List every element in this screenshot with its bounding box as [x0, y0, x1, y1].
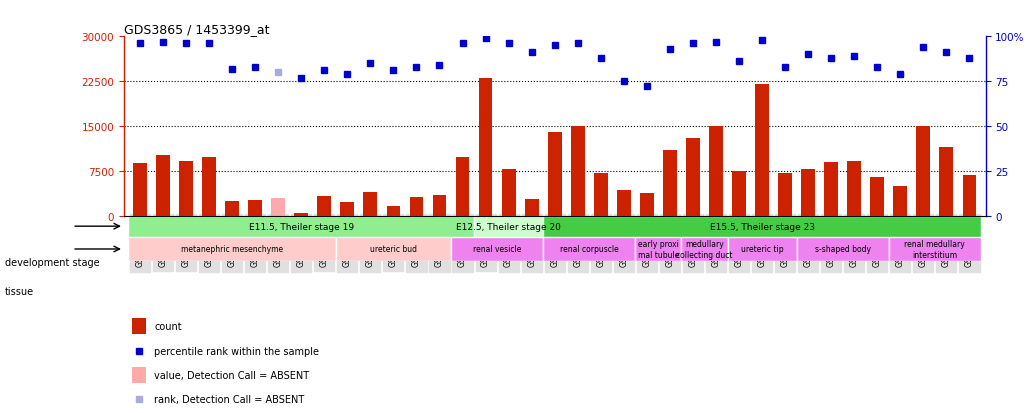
Bar: [686, 138, 700, 216]
Text: E15.5, Theiler stage 23: E15.5, Theiler stage 23: [710, 222, 814, 231]
Bar: [870, 177, 884, 216]
Bar: [728, 237, 797, 261]
Text: GDS3865 / 1453399_at: GDS3865 / 1453399_at: [124, 23, 269, 36]
Bar: [341, 202, 354, 216]
Text: early proxi
mal tubule: early proxi mal tubule: [638, 240, 679, 259]
Bar: [225, 202, 239, 216]
Bar: [180, 161, 193, 216]
Bar: [479, 79, 492, 216]
Bar: [963, 176, 976, 216]
Text: count: count: [154, 321, 182, 331]
Text: ureteric tip: ureteric tip: [741, 245, 783, 254]
Text: renal vesicle: renal vesicle: [473, 245, 521, 254]
Bar: [755, 85, 769, 216]
Bar: [617, 191, 631, 216]
Bar: [640, 193, 654, 216]
Bar: [593, 173, 608, 216]
Bar: [778, 173, 792, 216]
Bar: [797, 237, 889, 261]
Bar: [132, 367, 147, 383]
Bar: [318, 197, 331, 216]
Bar: [916, 127, 930, 216]
Text: tissue: tissue: [5, 286, 34, 296]
Bar: [894, 186, 907, 216]
Bar: [889, 237, 981, 261]
Bar: [681, 237, 728, 261]
Bar: [939, 147, 954, 216]
Text: E11.5, Theiler stage 19: E11.5, Theiler stage 19: [249, 222, 354, 231]
Bar: [432, 196, 447, 216]
Bar: [451, 237, 543, 261]
Text: metanephric mesenchyme: metanephric mesenchyme: [181, 245, 283, 254]
Bar: [128, 237, 335, 261]
Text: s-shaped body: s-shaped body: [814, 245, 871, 254]
Bar: [387, 206, 400, 216]
Bar: [548, 133, 561, 216]
Bar: [732, 171, 746, 216]
Bar: [663, 150, 677, 216]
Bar: [636, 237, 681, 261]
Text: value, Detection Call = ABSENT: value, Detection Call = ABSENT: [154, 370, 310, 380]
Text: development stage: development stage: [5, 257, 100, 267]
Bar: [410, 197, 423, 216]
Text: medullary
collecting duct: medullary collecting duct: [676, 240, 733, 259]
Bar: [543, 216, 981, 237]
Bar: [335, 237, 451, 261]
Bar: [249, 201, 262, 216]
Bar: [709, 127, 722, 216]
Bar: [543, 237, 636, 261]
Bar: [524, 200, 539, 216]
Text: renal medullary
interstitium: renal medullary interstitium: [904, 240, 965, 259]
Bar: [502, 170, 516, 216]
Bar: [132, 318, 147, 335]
Bar: [271, 198, 285, 216]
Bar: [801, 170, 815, 216]
Bar: [825, 162, 838, 216]
Bar: [156, 155, 170, 216]
Bar: [133, 164, 147, 216]
Bar: [474, 216, 543, 237]
Bar: [294, 214, 309, 216]
Text: rank, Detection Call = ABSENT: rank, Detection Call = ABSENT: [154, 394, 304, 404]
Text: percentile rank within the sample: percentile rank within the sample: [154, 346, 319, 356]
Text: renal corpuscle: renal corpuscle: [560, 245, 618, 254]
Bar: [202, 158, 216, 216]
Bar: [363, 192, 378, 216]
Text: E12.5, Theiler stage 20: E12.5, Theiler stage 20: [456, 222, 561, 231]
Bar: [847, 161, 861, 216]
Bar: [128, 216, 474, 237]
Text: ureteric bud: ureteric bud: [369, 245, 417, 254]
Bar: [455, 158, 470, 216]
Bar: [571, 127, 585, 216]
